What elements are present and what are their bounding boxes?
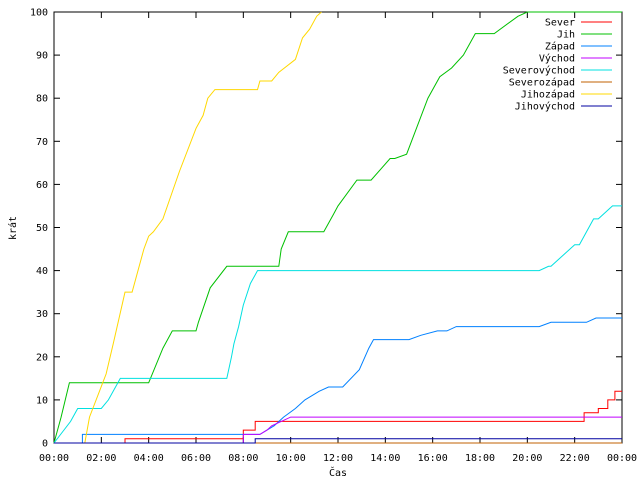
x-tick-label: 04:00 xyxy=(134,453,164,464)
legend-label: Jihovýchod xyxy=(515,101,575,113)
x-tick-label: 12:00 xyxy=(323,453,353,464)
y-tick-label: 100 xyxy=(30,8,48,19)
series-line xyxy=(54,11,322,444)
legend: SeverJihZápadVýchodSeverovýchodSeverozáp… xyxy=(503,18,612,113)
y-tick-label: 10 xyxy=(36,395,48,406)
y-axis-label: krát xyxy=(7,216,19,240)
x-axis-ticks: 00:00 02:00 04:00 06:00 08:00 10:00 12:00 14:00… xyxy=(39,12,637,464)
x-tick-label: 18:00 xyxy=(465,453,495,464)
legend-label: Západ xyxy=(545,41,575,53)
series-line xyxy=(53,11,622,444)
legend-label: Severovýchod xyxy=(503,65,575,77)
y-tick-label: 80 xyxy=(36,94,48,105)
y-tick-label: 50 xyxy=(36,223,48,234)
series-lines xyxy=(53,11,622,444)
y-tick-label: 0 xyxy=(42,439,48,450)
legend-label: Severozápad xyxy=(509,77,575,89)
x-tick-label: 06:00 xyxy=(181,453,211,464)
x-tick-label: 22:00 xyxy=(560,453,590,464)
x-tick-label: 00:00 xyxy=(607,453,637,464)
series-line xyxy=(53,205,622,444)
legend-label: Sever xyxy=(545,18,575,29)
x-tick-label: 16:00 xyxy=(418,453,448,464)
series-line xyxy=(54,317,622,444)
x-axis-label: Čas xyxy=(329,466,347,479)
x-tick-label: 08:00 xyxy=(228,453,258,464)
x-tick-label: 02:00 xyxy=(86,453,116,464)
x-tick-label: 10:00 xyxy=(276,453,306,464)
series-line xyxy=(54,438,622,444)
series-line xyxy=(54,416,622,444)
x-tick-label: 20:00 xyxy=(512,453,542,464)
y-tick-label: 70 xyxy=(36,137,48,148)
x-tick-label: 14:00 xyxy=(370,453,400,464)
y-tick-label: 90 xyxy=(36,51,48,62)
legend-label: Jih xyxy=(557,30,575,41)
y-tick-label: 20 xyxy=(36,352,48,363)
y-tick-label: 60 xyxy=(36,180,48,191)
legend-label: Východ xyxy=(539,53,575,65)
y-axis-ticks: 0 10 20 30 40 50 60 70 80 90 100 xyxy=(30,8,622,450)
y-tick-label: 30 xyxy=(36,309,48,320)
y-tick-label: 40 xyxy=(36,266,48,277)
legend-label: Jihozápad xyxy=(521,89,575,101)
x-tick-label: 00:00 xyxy=(39,453,69,464)
